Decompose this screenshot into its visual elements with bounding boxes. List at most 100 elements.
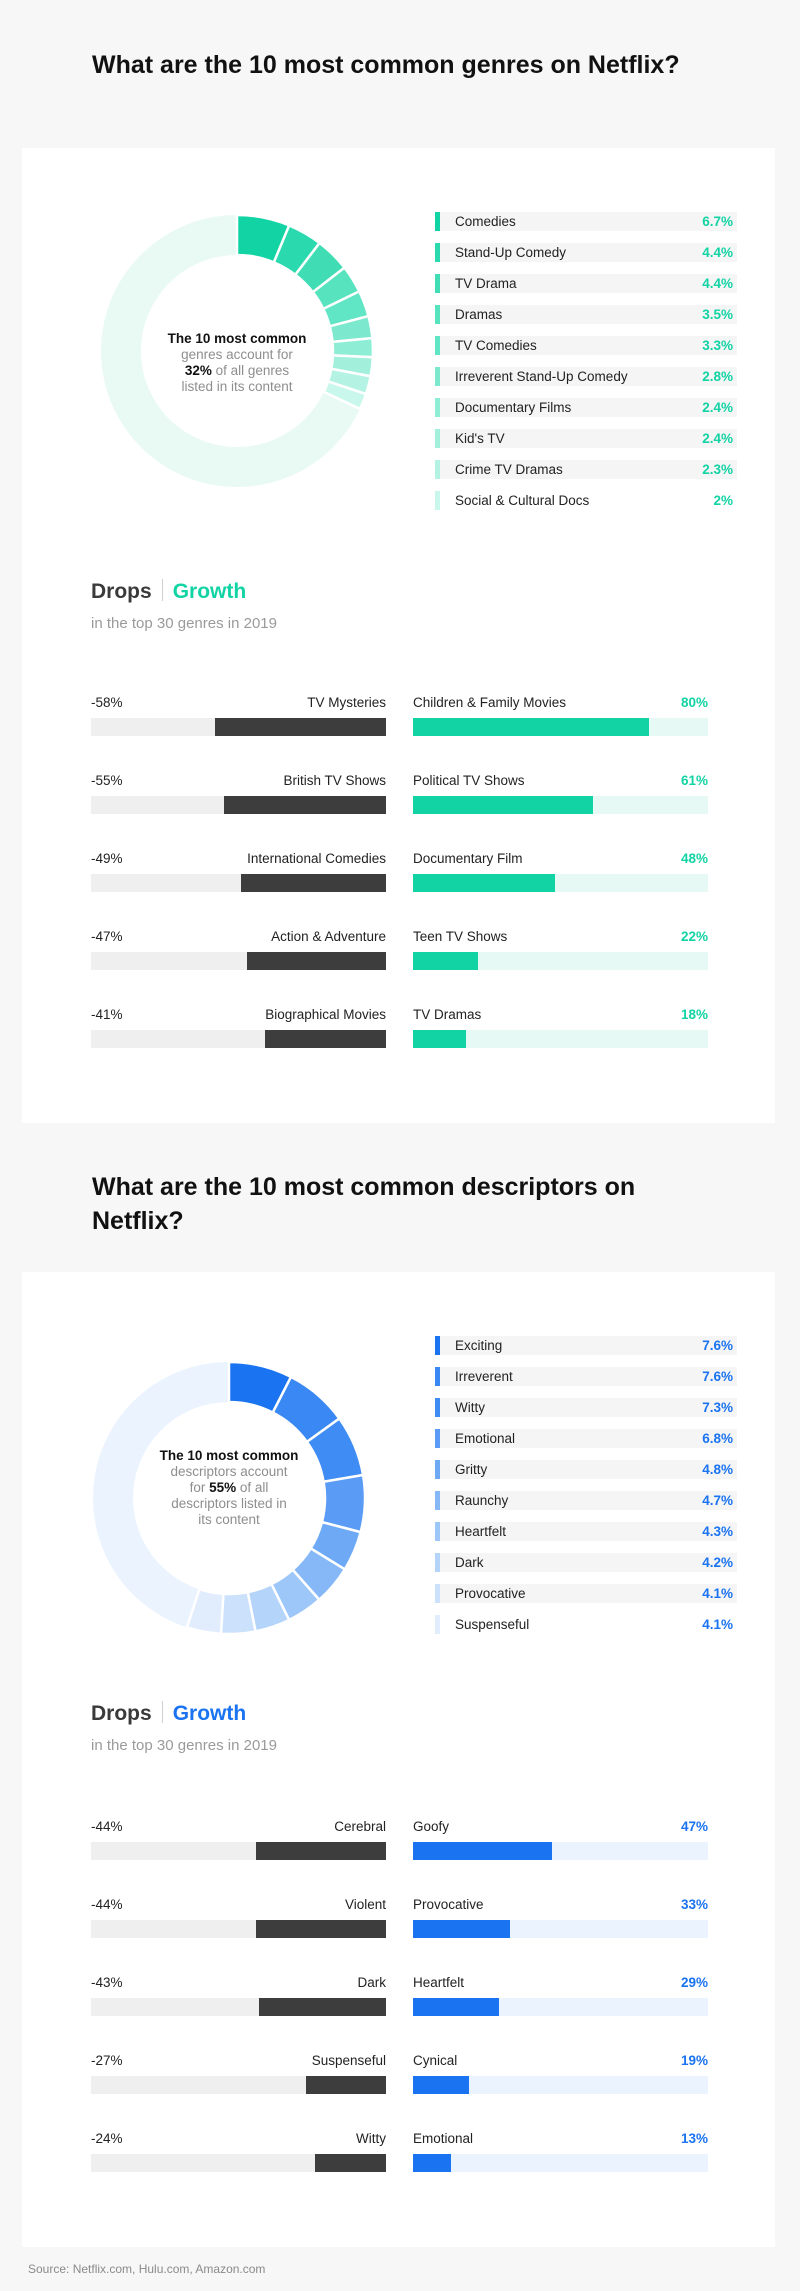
source-note: Source: Netflix.com, Hulu.com, Amazon.co… (28, 2262, 266, 2276)
legend-item-dark: Dark 4.2% (435, 1553, 737, 1572)
legend-swatch (435, 1336, 440, 1355)
legend-swatch (435, 398, 440, 417)
genres-legend: Comedies 6.7% Stand-Up Comedy 4.4% TV Drama 4… (435, 212, 737, 522)
growth-label: Teen TV Shows (413, 929, 508, 944)
growth-heading: Growth (172, 1702, 247, 1725)
growth-bar-goofy (413, 1842, 552, 1860)
drop-value: -44% (91, 1819, 123, 1834)
donut-label-line3: of all (236, 1480, 269, 1495)
legend-swatch (435, 1615, 440, 1634)
legend-item-tv-comedies: TV Comedies 3.3% (435, 336, 737, 355)
legend-item-emotional: Emotional 6.8% (435, 1429, 737, 1448)
legend-value: 3.5% (702, 307, 733, 322)
growth-bar-track (413, 796, 708, 814)
drop-bar-british-tv-shows (223, 796, 386, 814)
drop-value: -47% (91, 929, 123, 944)
legend-item-irreverent: Irreverent 7.6% (435, 1367, 737, 1386)
growth-heading: Growth (172, 580, 247, 603)
drop-label: International Comedies (247, 851, 386, 866)
drop-bar-track (91, 2154, 386, 2172)
legend-swatch (435, 1398, 440, 1417)
growth-bar-track (413, 874, 708, 892)
legend-swatch (435, 1429, 440, 1448)
legend-swatch (435, 367, 440, 386)
legend-label: TV Comedies (455, 338, 537, 353)
drops-growth-row: -58% TV Mysteries Children & Family Movies… (91, 694, 708, 772)
legend-swatch (435, 243, 440, 262)
growth-bar-provocative (413, 1920, 511, 1938)
growth-bar-track (413, 1920, 708, 1938)
donut-label-line2: descriptors account (170, 1464, 288, 1479)
legend-item-stand-up-comedy: Stand-Up Comedy 4.4% (435, 243, 737, 262)
drop-bar-witty (315, 2154, 386, 2172)
drop-value: -58% (91, 695, 123, 710)
donut-label-share: 32% (184, 363, 212, 378)
drop-value: -27% (91, 2053, 123, 2068)
drops-growth-row: -41% Biographical Movies TV Dramas 18% (91, 1006, 708, 1084)
legend-swatch (435, 336, 440, 355)
drop-bar-biographical-movies (265, 1030, 386, 1048)
legend-label: Emotional (455, 1431, 516, 1446)
legend-swatch (435, 212, 440, 231)
drop-value: -41% (91, 1007, 123, 1022)
donut-label-line1: The 10 most common (159, 1448, 299, 1463)
drop-label: TV Mysteries (307, 695, 386, 710)
legend-value: 2.3% (702, 462, 733, 477)
donut-label-line3: of all genres (211, 363, 290, 378)
legend-swatch (435, 305, 440, 324)
growth-bar-documentary-film (413, 874, 555, 892)
legend-value: 2.4% (702, 431, 733, 446)
drop-label: Dark (357, 1975, 386, 1990)
legend-swatch (435, 274, 440, 293)
legend-item-provocative: Provocative 4.1% (435, 1584, 737, 1603)
legend-value: 7.6% (702, 1338, 733, 1353)
genres-subtitle: in the top 30 genres in 2019 (91, 615, 277, 632)
legend-item-tv-drama: TV Drama 4.4% (435, 274, 737, 293)
legend-label: Provocative (455, 1586, 526, 1601)
legend-label: Kid's TV (455, 431, 505, 446)
genres-drops-growth-title: Drops Growth (91, 578, 246, 606)
drops-growth-row: -47% Action & Adventure Teen TV Shows 22% (91, 928, 708, 1006)
legend-item-crime-tv-dramas: Crime TV Dramas 2.3% (435, 460, 737, 479)
legend-swatch (435, 1367, 440, 1386)
legend-value: 2.4% (702, 400, 733, 415)
growth-value: 13% (680, 2131, 708, 2146)
drop-bar-track (91, 952, 386, 970)
legend-item-exciting: Exciting 7.6% (435, 1336, 737, 1355)
donut-label-share: 55% (209, 1480, 237, 1495)
donut-label-line3-pre: for (189, 1480, 210, 1495)
growth-bar-track (413, 1842, 708, 1860)
heading-divider (161, 1701, 163, 1723)
growth-value: 29% (680, 1975, 708, 1990)
legend-value: 6.8% (702, 1431, 733, 1446)
drop-bar-track (91, 1030, 386, 1048)
growth-bar-cynical (413, 2076, 470, 2094)
growth-label: TV Dramas (413, 1007, 482, 1022)
legend-value: 4.1% (702, 1586, 733, 1601)
drop-bar-suspenseful (306, 2076, 386, 2094)
growth-value: 22% (680, 929, 708, 944)
descriptors-drops-growth-rows: -44% Cerebral Goofy 47% -44% Violent Provocati… (91, 1818, 708, 2208)
legend-item-irreverent-stand-up-comedy: Irreverent Stand-Up Comedy 2.8% (435, 367, 737, 386)
drop-label: Cerebral (334, 1819, 386, 1834)
drops-heading: Drops (91, 1702, 152, 1725)
drop-value: -49% (91, 851, 123, 866)
drop-bar-tv-mysteries (214, 718, 386, 736)
legend-swatch (435, 1460, 440, 1479)
descriptors-card: The 10 most common descriptors account f… (22, 1272, 775, 2247)
legend-value: 4.4% (702, 276, 733, 291)
drop-label: Action & Adventure (271, 929, 386, 944)
growth-bar-track (413, 1998, 708, 2016)
descriptors-donut-chart (92, 1360, 367, 1636)
growth-bar-track (413, 2154, 708, 2172)
drop-bar-track (91, 874, 386, 892)
descriptors-donut-label: The 10 most common descriptors account f… (139, 1448, 319, 1528)
growth-bar-track (413, 718, 708, 736)
legend-swatch (435, 1522, 440, 1541)
drop-bar-track (91, 1998, 386, 2016)
legend-item-kid-s-tv: Kid's TV 2.4% (435, 429, 737, 448)
drop-bar-track (91, 1920, 386, 1938)
genres-drops-growth-rows: -58% TV Mysteries Children & Family Movies… (91, 694, 708, 1084)
section-title-genres: What are the 10 most common genres on Ne… (92, 51, 680, 79)
legend-swatch (435, 460, 440, 479)
